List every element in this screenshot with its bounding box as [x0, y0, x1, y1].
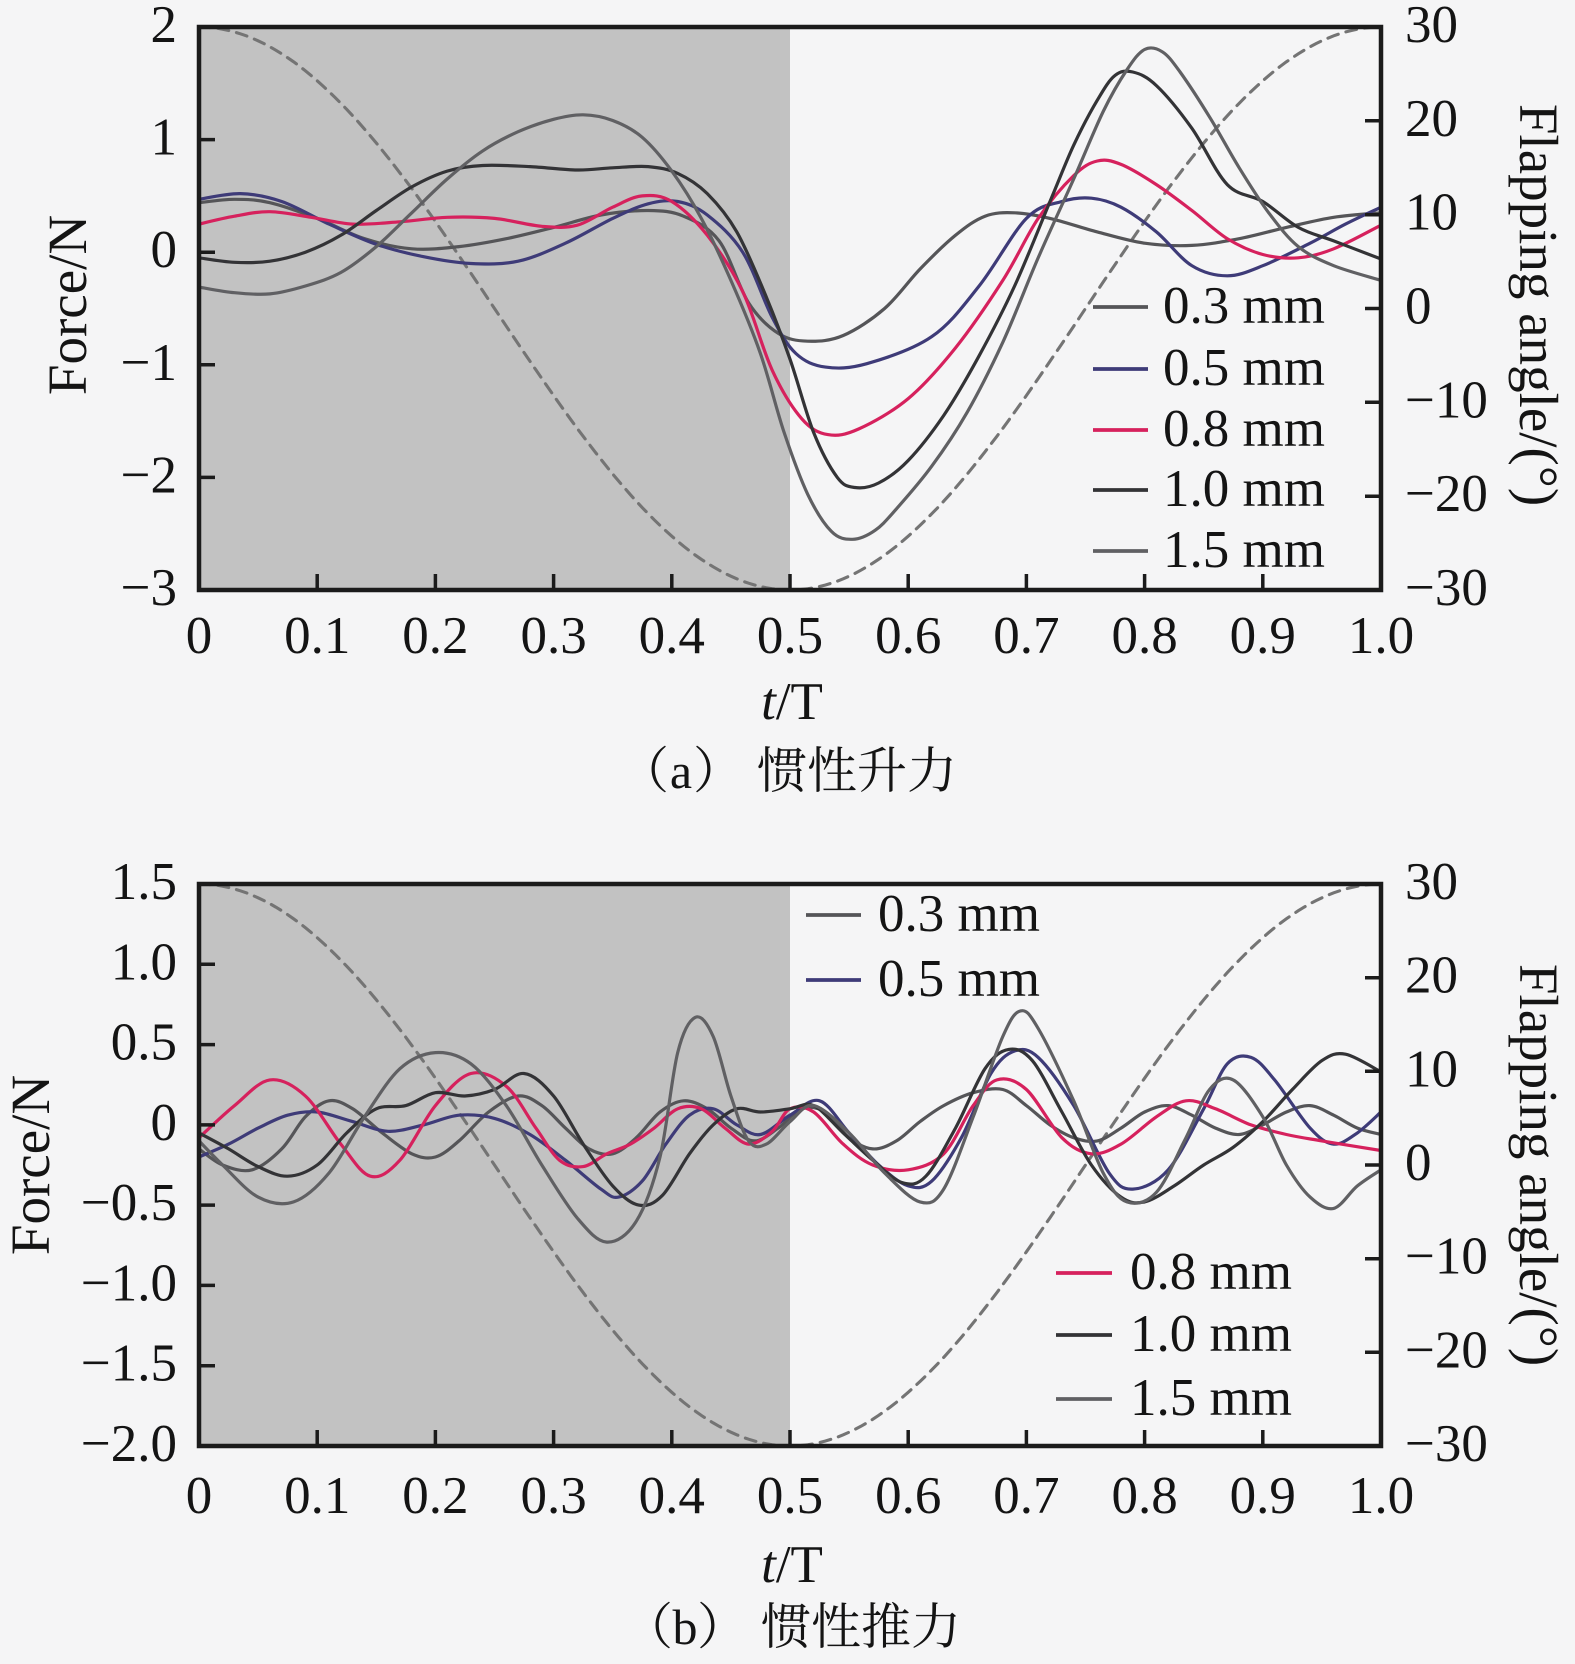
svg-text:−0.5: −0.5: [81, 1174, 177, 1232]
svg-text:0.3: 0.3: [520, 607, 586, 665]
svg-text:20: 20: [1405, 90, 1458, 148]
svg-text:t/T: t/T: [761, 673, 823, 731]
svg-text:−1.0: −1.0: [81, 1254, 177, 1312]
svg-text:1.0: 1.0: [1348, 1467, 1414, 1525]
svg-text:20: 20: [1405, 947, 1458, 1005]
svg-text:−3: −3: [121, 559, 177, 617]
svg-text:0.8: 0.8: [1111, 1467, 1177, 1525]
svg-text:0.9: 0.9: [1230, 1467, 1296, 1525]
svg-text:10: 10: [1405, 1040, 1458, 1098]
svg-text:Flapping angle/(°): Flapping angle/(°): [1508, 104, 1569, 506]
svg-text:0.8: 0.8: [1111, 607, 1177, 665]
svg-text:0.5: 0.5: [757, 1467, 823, 1525]
svg-text:0.6: 0.6: [875, 1467, 941, 1525]
svg-text:0.2: 0.2: [402, 607, 468, 665]
svg-text:1.0: 1.0: [1348, 607, 1414, 665]
svg-text:0.7: 0.7: [993, 607, 1059, 665]
svg-text:0.9: 0.9: [1230, 607, 1296, 665]
svg-text:0: 0: [1405, 1134, 1432, 1192]
svg-text:30: 30: [1405, 853, 1458, 911]
svg-text:−10: −10: [1405, 371, 1488, 429]
svg-text:−30: −30: [1405, 1415, 1488, 1473]
svg-text:t/T: t/T: [761, 1536, 823, 1594]
svg-text:0.7: 0.7: [993, 1467, 1059, 1525]
svg-text:0: 0: [151, 221, 178, 279]
svg-text:−2.0: −2.0: [81, 1415, 177, 1473]
svg-text:10: 10: [1405, 184, 1458, 242]
svg-text:−1.5: −1.5: [81, 1335, 177, 1393]
svg-text:Force/N: Force/N: [0, 1075, 61, 1255]
svg-text:0.8 mm: 0.8 mm: [1163, 400, 1325, 458]
svg-text:2: 2: [151, 0, 178, 54]
svg-text:0: 0: [186, 1467, 213, 1525]
svg-text:30: 30: [1405, 0, 1458, 54]
svg-text:0.5: 0.5: [757, 607, 823, 665]
svg-text:1.5 mm: 1.5 mm: [1130, 1369, 1292, 1427]
svg-text:−30: −30: [1405, 559, 1488, 617]
svg-text:1: 1: [151, 109, 178, 167]
svg-text:1.0 mm: 1.0 mm: [1130, 1305, 1292, 1363]
svg-text:0.5 mm: 0.5 mm: [1163, 339, 1325, 397]
svg-text:1.5 mm: 1.5 mm: [1163, 521, 1325, 579]
svg-text:Flapping angle/(°): Flapping angle/(°): [1508, 964, 1569, 1366]
svg-text:b: b: [673, 1599, 698, 1655]
svg-text:0: 0: [151, 1094, 178, 1152]
svg-text:−1: −1: [121, 334, 177, 392]
svg-text:0.2: 0.2: [402, 1467, 468, 1525]
svg-text:0: 0: [186, 607, 213, 665]
svg-text:0.5 mm: 0.5 mm: [878, 950, 1040, 1008]
svg-text:1.0 mm: 1.0 mm: [1163, 460, 1325, 518]
svg-text:0.5: 0.5: [111, 1014, 177, 1072]
svg-text:0.3: 0.3: [520, 1467, 586, 1525]
svg-text:a: a: [670, 743, 692, 799]
svg-text:0.4: 0.4: [639, 607, 705, 665]
svg-text:0: 0: [1405, 278, 1432, 336]
svg-text:0.3 mm: 0.3 mm: [1163, 277, 1325, 335]
svg-text:0.1: 0.1: [284, 607, 350, 665]
svg-text:0.8 mm: 0.8 mm: [1130, 1243, 1292, 1301]
svg-text:Force/N: Force/N: [37, 215, 98, 395]
svg-text:1.5: 1.5: [111, 853, 177, 911]
svg-text:0.4: 0.4: [639, 1467, 705, 1525]
svg-text:−20: −20: [1405, 1321, 1488, 1379]
svg-text:−2: −2: [121, 446, 177, 504]
svg-text:0.6: 0.6: [875, 607, 941, 665]
svg-text:1.0: 1.0: [111, 933, 177, 991]
svg-text:−20: −20: [1405, 465, 1488, 523]
svg-text:0.1: 0.1: [284, 1467, 350, 1525]
svg-text:0.3 mm: 0.3 mm: [878, 885, 1040, 943]
svg-text:−10: −10: [1405, 1228, 1488, 1286]
